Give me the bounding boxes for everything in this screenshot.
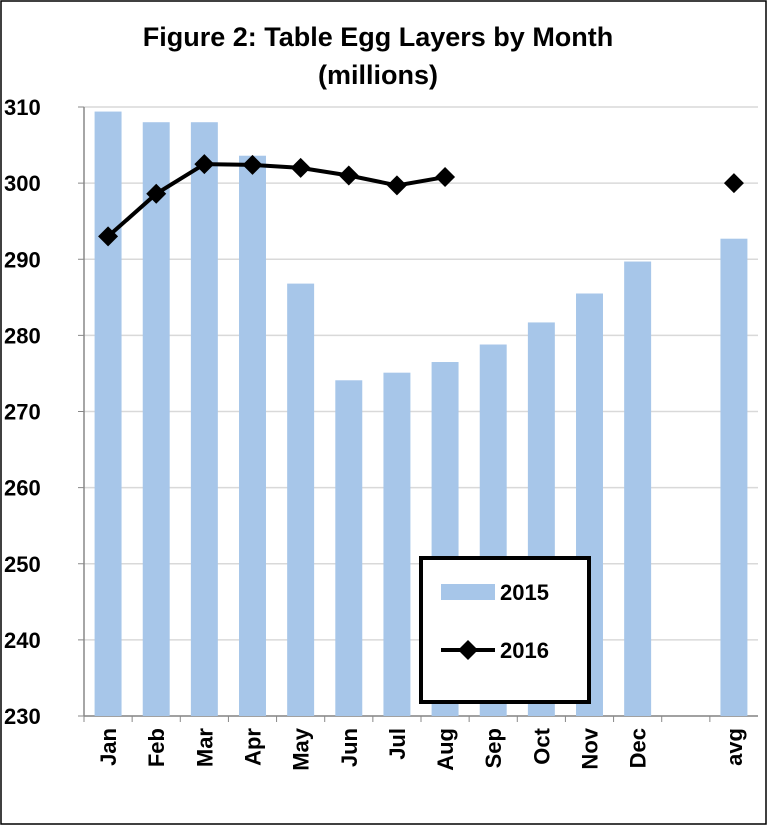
y-tick-label: 270: [4, 400, 41, 425]
bar: [624, 261, 652, 716]
y-tick-label: 230: [4, 704, 41, 729]
bar: [239, 155, 266, 717]
x-tick-label: Nov: [578, 727, 603, 769]
x-tick-label: Sep: [481, 728, 506, 768]
bar: [190, 122, 218, 717]
x-tick-label: May: [289, 727, 314, 771]
legend-swatch: [441, 584, 495, 600]
marker: [723, 173, 744, 194]
marker: [386, 175, 407, 196]
bar: [94, 111, 122, 716]
y-tick-label: 290: [4, 247, 41, 272]
chart-subtitle: (millions): [318, 60, 438, 90]
marker: [146, 183, 167, 204]
x-tick-label: Jul: [385, 728, 410, 760]
legend-label: 2015: [500, 580, 549, 605]
marker: [242, 154, 263, 175]
y-tick-label: 300: [4, 171, 41, 196]
x-tick-label: Apr: [241, 728, 266, 766]
y-tick-label: 260: [4, 476, 41, 501]
y-tick-label: 250: [4, 552, 41, 577]
x-tick-label: Jun: [337, 728, 362, 767]
marker: [290, 157, 311, 178]
y-tick-label: 310: [4, 95, 41, 120]
y-tick-label: 280: [4, 323, 41, 348]
bar: [287, 283, 315, 716]
x-tick-label: Aug: [433, 728, 458, 771]
x-tick-label: Dec: [626, 728, 651, 768]
bar: [335, 380, 363, 716]
bar: [383, 372, 411, 716]
y-tick-label: 240: [4, 628, 41, 653]
marker: [98, 226, 119, 247]
marker: [435, 167, 456, 188]
legend-box: [419, 556, 591, 704]
legend-label: 2016: [500, 638, 549, 663]
marker: [194, 154, 215, 175]
x-tick-label: Oct: [529, 727, 554, 764]
chart-title: Figure 2: Table Egg Layers by Month: [143, 22, 614, 52]
x-tick-label: avg: [722, 728, 747, 766]
x-tick-label: Feb: [144, 728, 169, 767]
marker: [338, 165, 359, 186]
bar: [142, 122, 170, 717]
legend-marker: [458, 640, 478, 660]
bar: [720, 238, 748, 717]
x-tick-label: Mar: [192, 728, 217, 768]
x-tick-label: Jan: [96, 728, 121, 766]
